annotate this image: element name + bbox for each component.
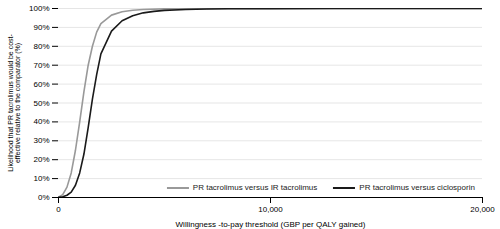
svg-text:0: 0 [56, 205, 61, 214]
html-text:PR tacrolimus versus ciclospor: PR tacrolimus versus ciclosporin [359, 183, 475, 192]
svg-text:40%: 40% [33, 117, 49, 126]
svg-text:10,000: 10,000 [258, 205, 283, 214]
svg-text:Willingness -to-pay threshold: Willingness -to-pay threshold (GBP per Q… [176, 220, 366, 229]
svg-text:10%: 10% [33, 174, 49, 183]
svg-text:20,000: 20,000 [470, 205, 495, 214]
svg-text:70%: 70% [33, 61, 49, 70]
svg-text:50%: 50% [33, 99, 49, 108]
svg-text:100%: 100% [29, 4, 49, 13]
svg-text:20%: 20% [33, 155, 49, 164]
svg-text:80%: 80% [33, 42, 49, 51]
html-text:PR tacrolimus versus IR tacrol: PR tacrolimus versus IR tacrolimus [192, 183, 318, 192]
svg-text:60%: 60% [33, 80, 49, 89]
svg-text:90%: 90% [33, 23, 49, 32]
svg-text:Likelihood that PR tacrolimus: Likelihood that PR tacrolimus would be c… [7, 33, 22, 171]
svg-text:30%: 30% [33, 136, 49, 145]
svg-text:0%: 0% [38, 193, 50, 202]
